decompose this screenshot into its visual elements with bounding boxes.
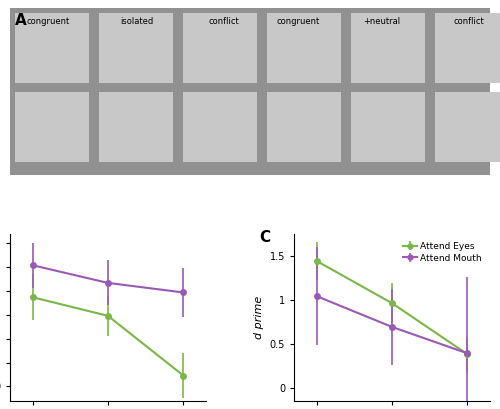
Legend: Attend Eyes, Attend Mouth: Attend Eyes, Attend Mouth xyxy=(400,238,486,266)
Text: isolated: isolated xyxy=(120,16,154,25)
Bar xyxy=(15,13,89,83)
Bar xyxy=(351,92,425,162)
Y-axis label: d prime: d prime xyxy=(254,296,264,339)
Text: congruent: congruent xyxy=(27,16,70,25)
Bar xyxy=(435,92,500,162)
Bar xyxy=(267,13,341,83)
Text: C: C xyxy=(259,230,270,245)
Bar xyxy=(435,13,500,83)
Text: conflict: conflict xyxy=(453,16,484,25)
Text: conflict: conflict xyxy=(208,16,239,25)
Bar xyxy=(183,92,257,162)
Bar xyxy=(99,13,173,83)
Text: +neutral: +neutral xyxy=(364,16,401,25)
Bar xyxy=(267,92,341,162)
Bar xyxy=(15,92,89,162)
Text: A: A xyxy=(15,13,26,28)
Bar xyxy=(99,92,173,162)
Bar xyxy=(183,13,257,83)
Text: congruent: congruent xyxy=(276,16,320,25)
Bar xyxy=(351,13,425,83)
